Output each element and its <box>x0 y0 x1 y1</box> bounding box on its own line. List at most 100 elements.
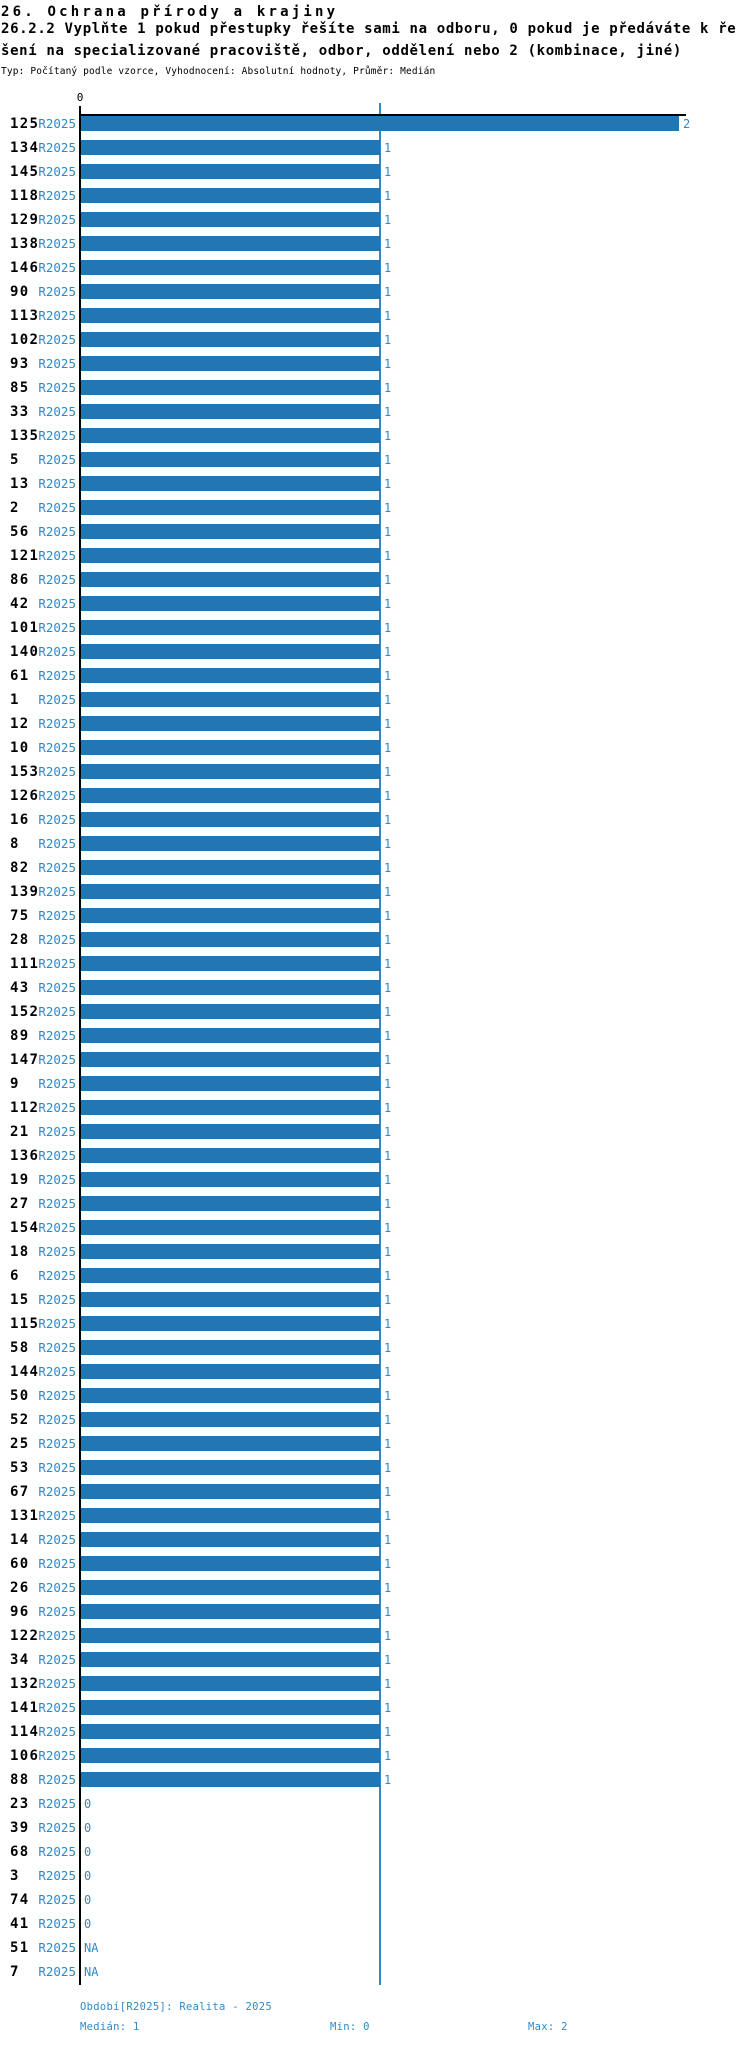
row-id-label: 147 <box>10 1051 40 1068</box>
row-series-label: R2025 <box>38 475 76 491</box>
row-id-label: 134 <box>10 139 40 156</box>
bar-value-label: 1 <box>384 1316 392 1331</box>
row-series-label: R2025 <box>38 1867 76 1883</box>
row-id-label: 86 <box>10 571 30 588</box>
row-series-label: R2025 <box>38 1555 76 1571</box>
chart-row: 89 R2025 1 <box>0 1024 750 1048</box>
row-series-label: R2025 <box>38 1915 76 1931</box>
chart-row: 2 R2025 1 <box>0 496 750 520</box>
bar-value-label: 1 <box>384 836 392 851</box>
chart-row: 42 R2025 1 <box>0 592 750 616</box>
row-id-label: 1 <box>10 691 20 708</box>
chart-row: 126 R2025 1 <box>0 784 750 808</box>
bar-value-label: 1 <box>384 1148 392 1163</box>
chart-row: 21 R2025 1 <box>0 1120 750 1144</box>
row-series-label: R2025 <box>38 1675 76 1691</box>
bar <box>81 1556 380 1571</box>
bar-value-label: 1 <box>384 644 392 659</box>
row-id-label: 50 <box>10 1387 30 1404</box>
bar <box>81 428 380 443</box>
bar-value-label: 1 <box>384 1340 392 1355</box>
bar <box>81 1724 380 1739</box>
chart-row: 141 R2025 1 <box>0 1696 750 1720</box>
row-series-label: R2025 <box>38 931 76 947</box>
row-series-label: R2025 <box>38 1147 76 1163</box>
chart-row: 53 R2025 1 <box>0 1456 750 1480</box>
row-id-label: 106 <box>10 1747 40 1764</box>
row-series-label: R2025 <box>38 355 76 371</box>
bar-value-label: 1 <box>384 1004 392 1019</box>
row-series-label: R2025 <box>38 739 76 755</box>
bar <box>81 1052 380 1067</box>
bar-value-label: 1 <box>384 884 392 899</box>
chart-row: 145 R2025 1 <box>0 160 750 184</box>
bar <box>81 668 380 683</box>
row-id-label: 138 <box>10 235 40 252</box>
row-series-label: R2025 <box>38 763 76 779</box>
bar <box>81 1364 380 1379</box>
row-id-label: 5 <box>10 451 20 468</box>
row-series-label: R2025 <box>38 1027 76 1043</box>
bar-value-label: 1 <box>384 908 392 923</box>
row-series-label: R2025 <box>38 1339 76 1355</box>
chart-row: 9 R2025 1 <box>0 1072 750 1096</box>
row-series-label: R2025 <box>38 1699 76 1715</box>
chart-row: 58 R2025 1 <box>0 1336 750 1360</box>
chart-row: 25 R2025 1 <box>0 1432 750 1456</box>
chart-row: 132 R2025 1 <box>0 1672 750 1696</box>
bar <box>81 260 380 275</box>
bar-value-label: 1 <box>384 1244 392 1259</box>
row-series-label: R2025 <box>38 307 76 323</box>
bar <box>81 1700 380 1715</box>
bar <box>81 1580 380 1595</box>
bar-value-label: NA <box>84 1964 99 1979</box>
bar <box>81 452 380 467</box>
chart-row: 28 R2025 1 <box>0 928 750 952</box>
bar-value-label: 1 <box>384 212 392 227</box>
bar <box>81 1196 380 1211</box>
bar-value-label: 1 <box>384 356 392 371</box>
row-series-label: R2025 <box>38 691 76 707</box>
chart-row: 146 R2025 1 <box>0 256 750 280</box>
bar-value-label: 1 <box>384 1388 392 1403</box>
chart-row: 93 R2025 1 <box>0 352 750 376</box>
bar-value-label: NA <box>84 1940 99 1955</box>
row-series-label: R2025 <box>38 259 76 275</box>
row-id-label: 82 <box>10 859 30 876</box>
row-id-label: 96 <box>10 1603 30 1620</box>
chart-row: 33 R2025 1 <box>0 400 750 424</box>
bar-value-label: 1 <box>384 668 392 683</box>
chart-row: 85 R2025 1 <box>0 376 750 400</box>
y-axis-line <box>79 106 81 1985</box>
row-id-label: 85 <box>10 379 30 396</box>
chart-row: 135 R2025 1 <box>0 424 750 448</box>
row-series-label: R2025 <box>38 379 76 395</box>
row-id-label: 58 <box>10 1339 30 1356</box>
chart-row: 13 R2025 1 <box>0 472 750 496</box>
bar <box>81 596 380 611</box>
chart-row: 114 R2025 1 <box>0 1720 750 1744</box>
row-series-label: R2025 <box>38 1891 76 1907</box>
chart-row: 18 R2025 1 <box>0 1240 750 1264</box>
row-series-label: R2025 <box>38 1843 76 1859</box>
row-series-label: R2025 <box>38 1003 76 1019</box>
bar <box>81 188 380 203</box>
bar <box>81 356 380 371</box>
bar-value-label: 1 <box>384 1508 392 1523</box>
bar <box>81 1676 380 1691</box>
bar-value-label: 1 <box>384 1460 392 1475</box>
bar <box>81 308 380 323</box>
row-id-label: 10 <box>10 739 30 756</box>
row-id-label: 118 <box>10 187 40 204</box>
row-series-label: R2025 <box>38 1795 76 1811</box>
page-title: 26. Ochrana přírody a krajiny <box>1 4 339 20</box>
chart-row: 96 R2025 1 <box>0 1600 750 1624</box>
bar <box>81 884 380 899</box>
bar-value-label: 1 <box>384 692 392 707</box>
row-series-label: R2025 <box>38 571 76 587</box>
row-series-label: R2025 <box>38 907 76 923</box>
row-series-label: R2025 <box>38 139 76 155</box>
row-id-label: 7 <box>10 1963 20 1980</box>
row-id-label: 19 <box>10 1171 30 1188</box>
chart-row: 51 R2025 NA <box>0 1936 750 1960</box>
